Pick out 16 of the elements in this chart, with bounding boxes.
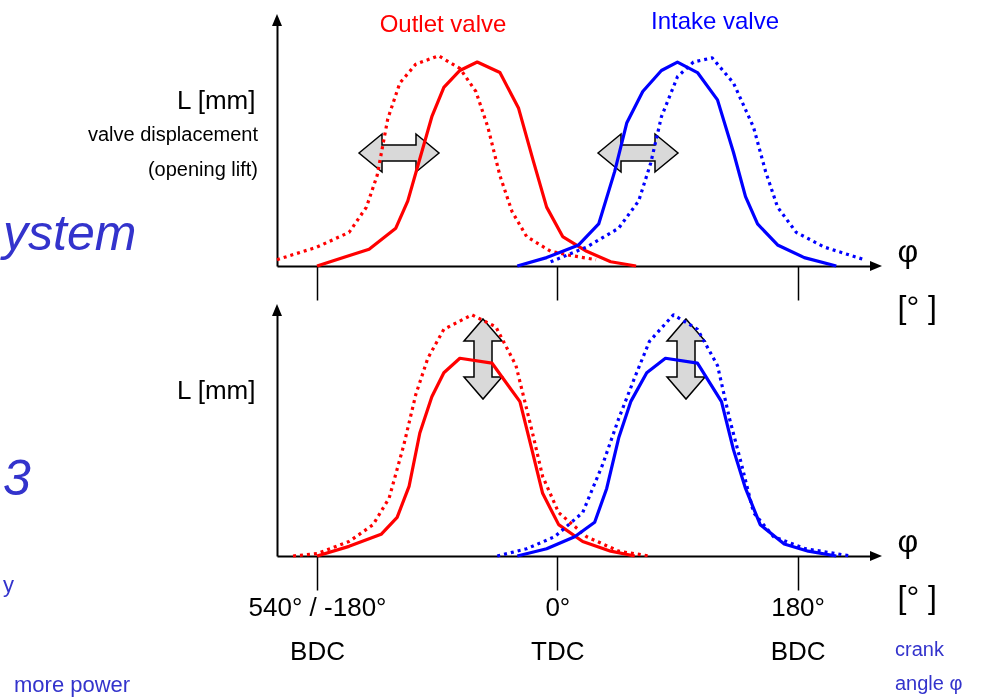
- text: y: [3, 572, 14, 597]
- series-label: Intake valve: [650, 7, 780, 34]
- y-axis-title: L [mm]: [177, 84, 256, 115]
- text: (opening lift): [147, 158, 258, 180]
- series-label: Outlet valve: [379, 10, 507, 37]
- text: crank angle φ: [895, 638, 963, 694]
- text: more power: [14, 672, 131, 697]
- text: valve displacement: [87, 123, 259, 145]
- text: 3: [3, 450, 31, 506]
- text: ystem: [0, 205, 137, 261]
- x-axis-title: φ [° ]: [897, 522, 937, 615]
- y-axis-title: L [mm]: [177, 374, 256, 405]
- x-tick-label: 180° BDC: [770, 591, 826, 666]
- x-axis-title: φ [° ]: [897, 232, 937, 325]
- x-tick-label: 540° / -180° BDC: [248, 591, 387, 666]
- x-tick-label: 0° TDC: [531, 591, 585, 666]
